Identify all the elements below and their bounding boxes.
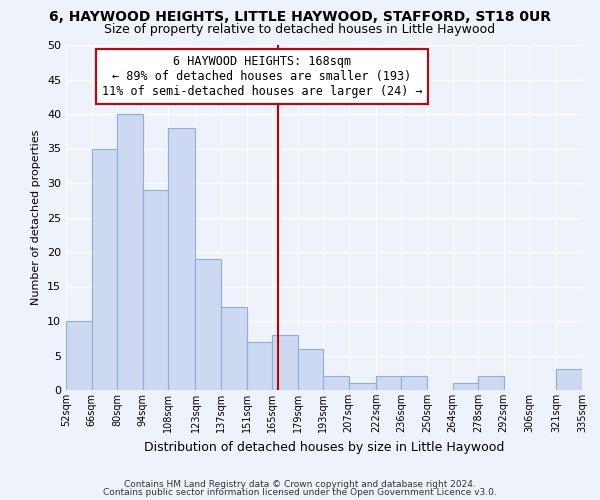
Bar bbox=[349, 383, 376, 390]
Bar bbox=[66, 321, 92, 390]
Bar bbox=[452, 383, 478, 390]
Bar bbox=[196, 259, 221, 390]
Text: 6 HAYWOOD HEIGHTS: 168sqm
← 89% of detached houses are smaller (193)
11% of semi: 6 HAYWOOD HEIGHTS: 168sqm ← 89% of detac… bbox=[102, 56, 422, 98]
Text: Contains HM Land Registry data © Crown copyright and database right 2024.: Contains HM Land Registry data © Crown c… bbox=[124, 480, 476, 489]
Bar bbox=[401, 376, 427, 390]
Bar bbox=[323, 376, 349, 390]
Bar bbox=[117, 114, 143, 390]
Text: 6, HAYWOOD HEIGHTS, LITTLE HAYWOOD, STAFFORD, ST18 0UR: 6, HAYWOOD HEIGHTS, LITTLE HAYWOOD, STAF… bbox=[49, 10, 551, 24]
Bar bbox=[168, 128, 196, 390]
Bar bbox=[376, 376, 401, 390]
Text: Contains public sector information licensed under the Open Government Licence v3: Contains public sector information licen… bbox=[103, 488, 497, 497]
X-axis label: Distribution of detached houses by size in Little Haywood: Distribution of detached houses by size … bbox=[144, 440, 504, 454]
Bar bbox=[556, 370, 582, 390]
Y-axis label: Number of detached properties: Number of detached properties bbox=[31, 130, 41, 305]
Bar bbox=[143, 190, 168, 390]
Bar bbox=[272, 335, 298, 390]
Bar bbox=[298, 348, 323, 390]
Bar bbox=[221, 307, 247, 390]
Bar bbox=[478, 376, 503, 390]
Bar bbox=[247, 342, 272, 390]
Bar bbox=[92, 148, 117, 390]
Text: Size of property relative to detached houses in Little Haywood: Size of property relative to detached ho… bbox=[104, 22, 496, 36]
